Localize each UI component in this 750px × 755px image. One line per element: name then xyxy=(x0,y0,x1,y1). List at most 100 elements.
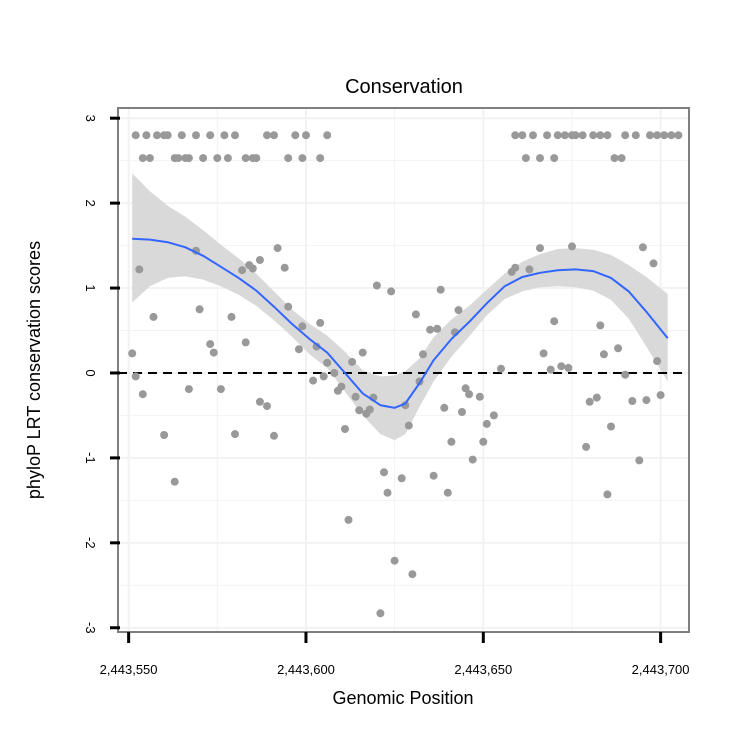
data-point xyxy=(312,342,321,351)
data-point xyxy=(316,154,325,163)
data-point xyxy=(436,285,445,294)
data-point xyxy=(553,131,562,140)
data-point xyxy=(223,154,232,163)
data-point xyxy=(145,154,154,163)
data-point xyxy=(284,154,293,163)
data-point xyxy=(443,488,452,497)
data-point xyxy=(550,154,559,163)
data-point xyxy=(642,396,651,405)
data-point xyxy=(241,154,250,163)
data-point xyxy=(284,302,293,311)
data-point xyxy=(163,131,172,140)
data-point xyxy=(546,365,555,374)
data-point xyxy=(263,402,271,411)
data-point xyxy=(220,131,229,140)
data-point xyxy=(426,325,435,334)
data-point xyxy=(177,131,186,140)
data-point xyxy=(529,131,537,140)
data-point xyxy=(387,287,396,296)
data-point xyxy=(617,154,626,163)
data-point xyxy=(319,372,328,381)
data-point xyxy=(468,455,477,464)
data-point xyxy=(131,131,140,140)
data-point xyxy=(419,350,427,359)
data-point xyxy=(411,310,420,319)
confidence-band-layer xyxy=(132,173,668,441)
plot-panel-border xyxy=(117,107,690,633)
grid-lines xyxy=(118,108,689,632)
data-point xyxy=(323,131,332,140)
data-point xyxy=(621,370,630,379)
data-point xyxy=(429,471,438,480)
data-point xyxy=(635,456,644,465)
data-point xyxy=(291,131,300,140)
data-point xyxy=(263,131,271,140)
y-tick-label: -3 xyxy=(83,622,98,634)
data-point xyxy=(404,421,413,430)
data-point xyxy=(231,430,239,439)
data-point xyxy=(153,131,161,140)
data-point xyxy=(365,405,374,414)
y-tick-label: 0 xyxy=(83,369,98,376)
y-tick-label: -1 xyxy=(83,452,98,464)
data-point xyxy=(571,131,580,140)
data-point xyxy=(614,344,623,353)
data-point xyxy=(653,131,662,140)
data-point xyxy=(270,431,278,440)
data-point xyxy=(209,348,218,357)
y-tick-label: 3 xyxy=(83,115,98,122)
data-point xyxy=(511,131,520,140)
data-point xyxy=(383,488,392,497)
data-point xyxy=(447,437,456,446)
data-point xyxy=(184,154,193,163)
data-point xyxy=(656,391,665,400)
data-point xyxy=(206,131,215,140)
data-point xyxy=(511,263,520,272)
data-point xyxy=(557,362,566,371)
smooth-line-layer xyxy=(132,237,669,409)
data-point xyxy=(607,422,615,431)
data-point xyxy=(465,390,474,399)
data-point xyxy=(603,490,612,499)
data-point xyxy=(330,369,339,377)
x-tick-label: 2,443,650 xyxy=(454,662,512,677)
data-point xyxy=(479,437,488,446)
data-point xyxy=(358,348,367,357)
data-point xyxy=(660,131,669,140)
data-point xyxy=(298,322,307,331)
data-point xyxy=(482,419,491,428)
data-point xyxy=(631,131,640,140)
data-point xyxy=(142,131,151,140)
data-point xyxy=(390,556,399,565)
data-point xyxy=(380,468,388,477)
data-point xyxy=(323,358,332,367)
data-point xyxy=(638,243,647,252)
data-point xyxy=(376,609,385,618)
data-point xyxy=(649,259,658,268)
data-point xyxy=(599,350,608,359)
data-point xyxy=(252,154,261,163)
data-point xyxy=(273,244,282,253)
data-point xyxy=(348,357,357,366)
data-point xyxy=(199,154,208,163)
data-point xyxy=(596,321,605,330)
data-point xyxy=(248,264,257,273)
y-tick-label: 1 xyxy=(83,284,98,291)
data-point xyxy=(560,131,569,140)
data-point xyxy=(138,390,147,399)
y-tick-label: -2 xyxy=(83,537,98,549)
y-axis-label: phyloP LRT conservation scores xyxy=(24,241,44,499)
data-point xyxy=(621,131,630,140)
data-point xyxy=(458,408,466,416)
data-point xyxy=(174,154,183,163)
data-point xyxy=(309,376,318,385)
data-point xyxy=(401,401,410,410)
data-point xyxy=(440,403,449,412)
data-point xyxy=(539,349,548,358)
data-point xyxy=(213,154,222,163)
data-point xyxy=(475,392,484,401)
data-point xyxy=(138,154,147,163)
data-point xyxy=(170,477,179,486)
data-point xyxy=(585,397,594,406)
data-point xyxy=(653,357,662,366)
